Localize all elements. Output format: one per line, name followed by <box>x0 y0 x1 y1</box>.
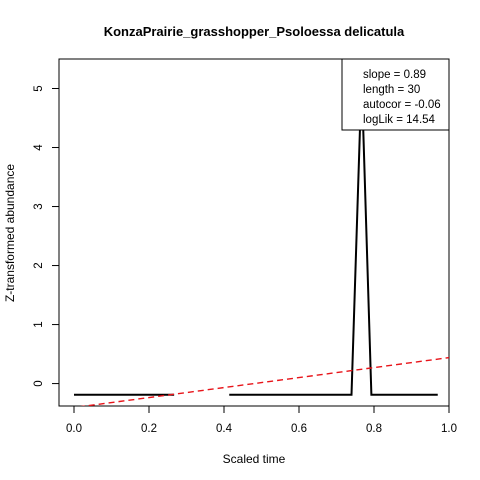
chart-title: KonzaPrairie_grasshopper_Psoloessa delic… <box>104 24 405 39</box>
y-tick-label: 5 <box>33 85 45 91</box>
y-tick-label: 2 <box>33 262 45 268</box>
plot-frame <box>58 58 450 407</box>
x-axis-label: Scaled time <box>223 452 286 466</box>
legend-box <box>341 58 450 131</box>
y-tick-label: 1 <box>33 321 45 327</box>
trend-line <box>80 356 449 406</box>
y-axis: 0 1 2 3 4 5 <box>33 85 59 387</box>
legend-entry-loglik: logLik = 14.54 <box>363 114 436 126</box>
y-axis-label: Z-transformed abundance <box>3 164 17 302</box>
x-tick-label: 0.6 <box>291 423 307 435</box>
legend-entry-length: length = 30 <box>363 84 420 96</box>
x-tick-label: 0.0 <box>66 423 82 435</box>
legend-entry-autocor: autocor = -0.06 <box>363 99 441 111</box>
x-tick-label: 0.2 <box>141 423 157 435</box>
y-tick-label: 0 <box>33 380 45 386</box>
x-axis: 0.0 0.2 0.4 0.6 0.8 1.0 <box>66 406 457 435</box>
legend: slope = 0.89 length = 30 autocor = -0.06… <box>341 58 450 131</box>
x-tick-label: 0.8 <box>366 423 382 435</box>
y-tick-label: 4 <box>33 144 45 151</box>
legend-entry-slope: slope = 0.89 <box>363 69 426 81</box>
x-tick-label: 0.4 <box>216 423 233 435</box>
x-tick-label: 1.0 <box>441 423 457 435</box>
y-tick-label: 3 <box>33 203 45 209</box>
